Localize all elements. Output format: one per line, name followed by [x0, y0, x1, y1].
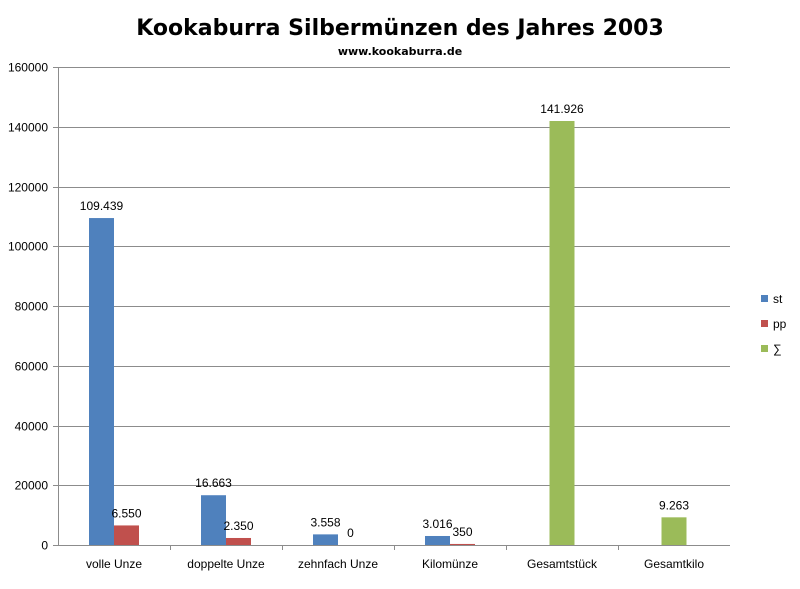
bar-pp-3 — [450, 543, 475, 545]
bar-st-3 — [425, 535, 450, 545]
bar-st-0 — [89, 218, 114, 545]
gridlines — [58, 67, 730, 546]
data-label: 350 — [452, 525, 472, 539]
bar-pp-0 — [114, 525, 139, 545]
y-tick-label: 100000 — [8, 240, 48, 254]
data-label: 6.550 — [111, 506, 141, 520]
bar-∑-4 — [549, 120, 575, 545]
chart-subtitle: www.kookaburra.de — [338, 45, 462, 58]
axes: 0 20000 40000 60000 80000 100000 120000 140000 1… — [8, 61, 730, 571]
bar-st-1 — [201, 495, 226, 545]
legend-swatch-∑ — [761, 345, 768, 352]
data-label: 2.350 — [223, 519, 253, 533]
x-category-label: zehnfach Unze — [298, 557, 378, 571]
data-label: 9.263 — [659, 498, 689, 512]
y-tick-label: 140000 — [8, 121, 48, 135]
x-category-label: doppelte Unze — [187, 557, 265, 571]
x-category-label: Gesamtkilo — [644, 557, 704, 571]
y-tick-label: 160000 — [8, 61, 48, 75]
data-label: 3.016 — [422, 517, 452, 531]
y-tick-label: 0 — [41, 539, 48, 553]
chart-title: Kookaburra Silbermünzen des Jahres 2003 — [136, 16, 664, 41]
legend-swatch-pp — [761, 320, 768, 327]
data-label: 141.926 — [540, 102, 584, 116]
data-label: 0 — [347, 526, 354, 540]
bar-pp-1 — [226, 537, 251, 545]
y-tick-label: 60000 — [15, 360, 49, 374]
legend-label: pp — [773, 317, 787, 331]
legend-label: st — [773, 292, 783, 306]
bar-st-2 — [313, 534, 338, 545]
x-category-label: volle Unze — [86, 557, 142, 571]
y-tick-label: 40000 — [15, 420, 49, 434]
y-tick-label: 20000 — [15, 479, 49, 493]
legend-swatch-st — [761, 295, 768, 302]
data-label: 109.439 — [80, 199, 124, 213]
bar-∑-5 — [661, 517, 687, 545]
x-category-label: Kilomünze — [422, 557, 478, 571]
x-category-label: Gesamtstück — [527, 557, 598, 571]
bars — [89, 120, 687, 545]
data-label: 3.558 — [310, 515, 340, 529]
legend-label: ∑ — [773, 342, 782, 356]
y-tick-label: 120000 — [8, 181, 48, 195]
data-label: 16.663 — [195, 476, 232, 490]
y-tick-label: 80000 — [15, 300, 49, 314]
legend: st pp ∑ — [761, 292, 787, 356]
